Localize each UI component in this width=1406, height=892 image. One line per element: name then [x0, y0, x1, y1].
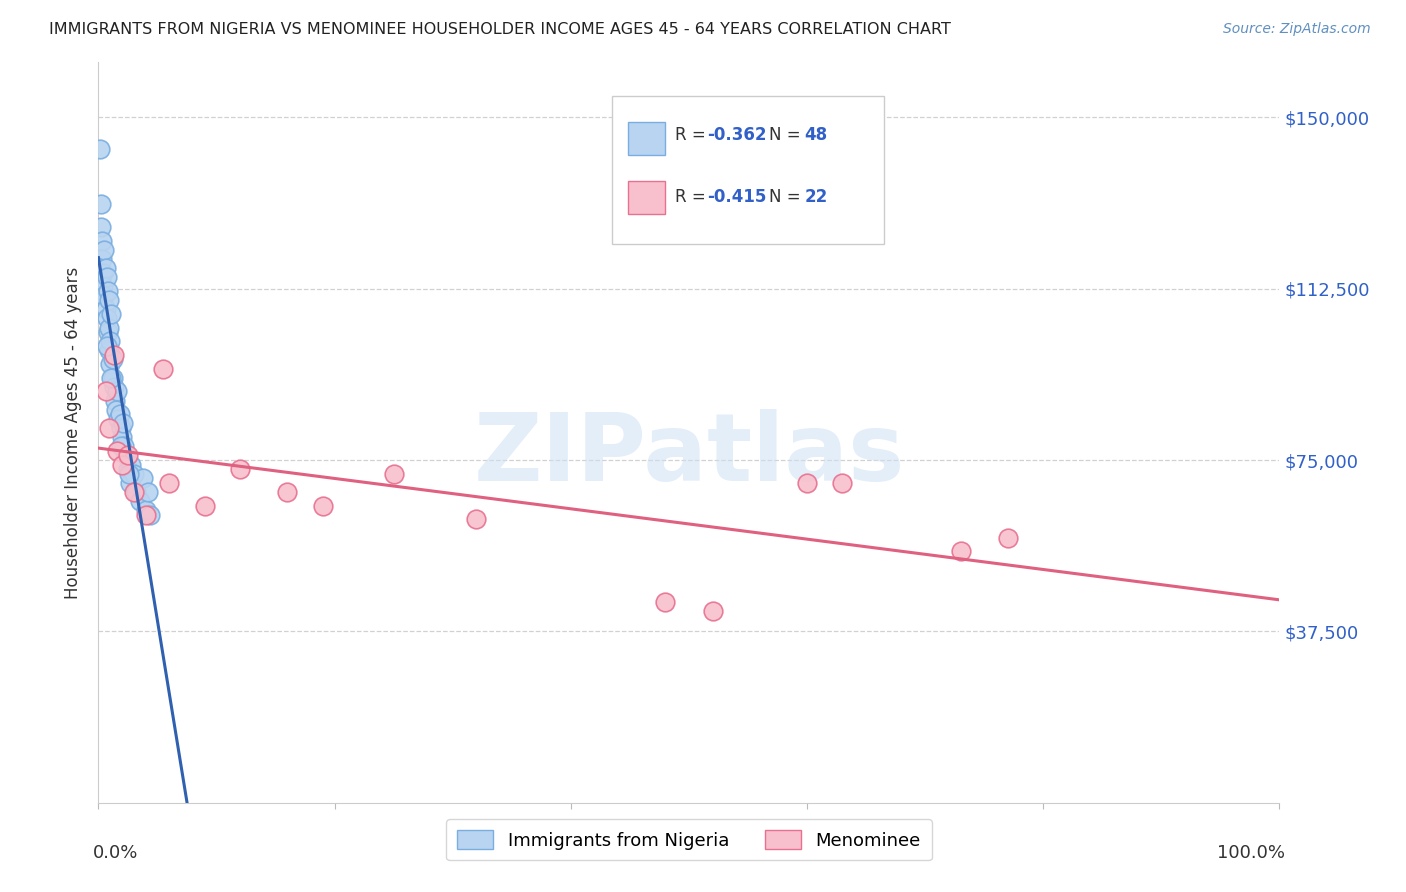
Point: [98, 293, 121, 307]
Point: [120, 475, 142, 490]
Point: [105, 384, 128, 399]
Point: [101, 352, 124, 367]
Point: [831, 475, 853, 490]
Point: [100, 307, 122, 321]
Point: [117, 449, 139, 463]
Point: [118, 467, 141, 481]
Point: [135, 508, 157, 522]
Point: [702, 604, 724, 618]
Point: [135, 503, 157, 517]
Point: [654, 595, 676, 609]
Point: [103, 380, 125, 394]
Text: 48: 48: [804, 126, 828, 144]
Point: [997, 531, 1019, 545]
Point: [110, 439, 132, 453]
Point: [96, 270, 118, 285]
Y-axis label: Householder Income Ages 45 - 64 years: Householder Income Ages 45 - 64 years: [65, 267, 83, 599]
Point: [104, 393, 127, 408]
FancyBboxPatch shape: [612, 95, 884, 244]
Text: Source: ZipAtlas.com: Source: ZipAtlas.com: [1223, 22, 1371, 37]
Text: N =: N =: [769, 126, 806, 144]
Point: [100, 371, 122, 385]
Point: [139, 508, 162, 522]
Text: IMMIGRANTS FROM NIGERIA VS MENOMINEE HOUSEHOLDER INCOME AGES 45 - 64 YEARS CORRE: IMMIGRANTS FROM NIGERIA VS MENOMINEE HOU…: [49, 22, 950, 37]
Point: [110, 421, 132, 435]
Point: [94, 261, 117, 276]
Point: [105, 402, 128, 417]
Point: [93, 243, 115, 257]
Point: [91, 266, 114, 280]
Point: [312, 499, 335, 513]
Point: [98, 421, 121, 435]
Point: [91, 279, 114, 293]
Point: [97, 325, 120, 339]
FancyBboxPatch shape: [627, 121, 665, 155]
Point: [112, 417, 135, 431]
Legend: Immigrants from Nigeria, Menominee: Immigrants from Nigeria, Menominee: [446, 820, 932, 861]
Point: [114, 449, 136, 463]
Point: [108, 408, 131, 422]
Point: [117, 462, 139, 476]
Point: [122, 485, 145, 500]
Text: ZIPatlas: ZIPatlas: [474, 409, 904, 500]
Text: R =: R =: [675, 188, 711, 206]
Point: [949, 544, 972, 558]
Text: -0.415: -0.415: [707, 188, 766, 206]
Point: [105, 443, 128, 458]
Point: [152, 361, 174, 376]
Point: [796, 475, 818, 490]
Point: [103, 348, 125, 362]
Point: [122, 467, 145, 481]
Point: [91, 252, 114, 266]
Point: [98, 334, 121, 349]
Point: [136, 485, 159, 500]
Point: [157, 475, 180, 490]
Point: [465, 512, 488, 526]
Point: [132, 471, 155, 485]
Point: [125, 485, 148, 500]
Point: [89, 142, 111, 156]
Text: -0.362: -0.362: [707, 126, 766, 144]
Point: [98, 357, 121, 371]
Point: [94, 302, 117, 317]
Point: [276, 485, 298, 500]
Point: [101, 371, 124, 385]
Point: [90, 219, 112, 234]
Point: [97, 284, 120, 298]
Point: [229, 462, 252, 476]
Text: 100.0%: 100.0%: [1218, 844, 1285, 862]
Point: [128, 494, 150, 508]
Point: [107, 412, 129, 426]
Text: N =: N =: [769, 188, 806, 206]
Point: [94, 384, 117, 399]
Point: [121, 458, 143, 472]
Point: [112, 439, 135, 453]
Text: 0.0%: 0.0%: [93, 844, 138, 862]
Text: 22: 22: [804, 188, 828, 206]
Point: [96, 339, 118, 353]
Point: [111, 458, 134, 472]
Point: [194, 499, 217, 513]
Point: [98, 320, 121, 334]
Point: [96, 311, 118, 326]
FancyBboxPatch shape: [627, 181, 665, 214]
Point: [91, 234, 114, 248]
Point: [90, 197, 112, 211]
Point: [98, 343, 121, 358]
Point: [111, 430, 134, 444]
Point: [93, 288, 115, 302]
Point: [382, 467, 405, 481]
Text: R =: R =: [675, 126, 711, 144]
